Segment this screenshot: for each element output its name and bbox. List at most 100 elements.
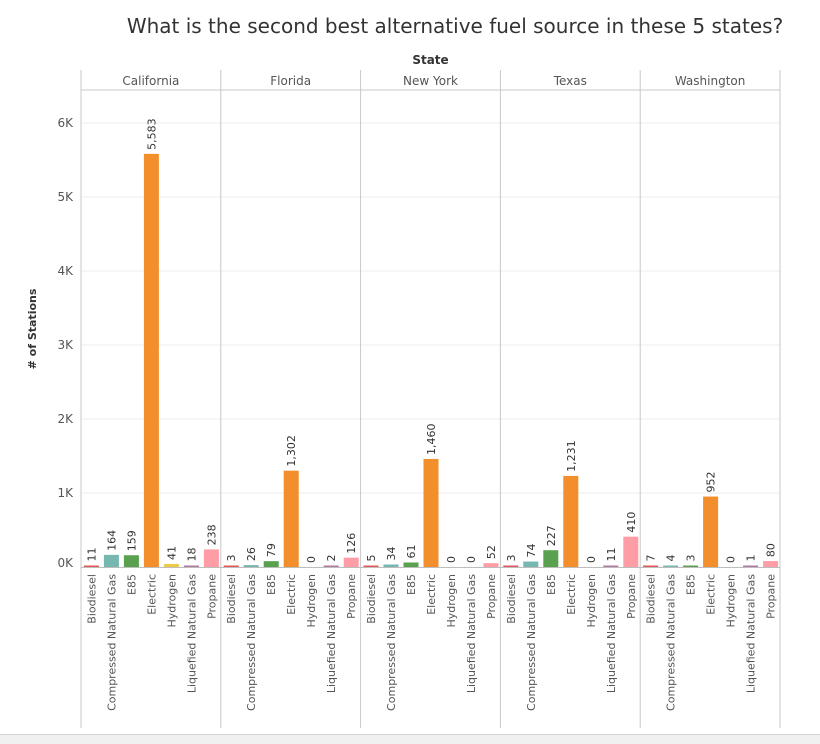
panel-header-florida: Florida: [270, 74, 311, 88]
x-tick-label: Compressed Natural Gas: [385, 574, 398, 711]
data-label: 74: [525, 544, 538, 558]
data-label: 0: [445, 556, 458, 563]
x-tick-label: Propane: [205, 574, 218, 619]
y-tick-label: 1K: [57, 486, 74, 500]
x-tick-label: E85: [685, 574, 698, 595]
data-label: 3: [685, 555, 698, 562]
data-label: 11: [605, 548, 618, 562]
column-header: State: [412, 53, 448, 67]
data-label: 0: [305, 556, 318, 563]
data-label: 3: [225, 555, 238, 562]
x-tick-label: Liquefied Natural Gas: [325, 574, 338, 693]
bar-e85: [263, 561, 279, 567]
x-tick-label: Electric: [565, 574, 578, 615]
x-tick-label: Compressed Natural Gas: [245, 574, 258, 711]
bar-hydrogen: [163, 563, 179, 567]
bar-e85: [683, 565, 699, 567]
x-tick-label: E85: [405, 574, 418, 595]
x-tick-label: Propane: [485, 574, 498, 619]
data-label: 80: [765, 543, 778, 557]
x-tick-label: Electric: [705, 574, 718, 615]
data-label: 52: [485, 545, 498, 559]
bottom-scroll-strip: [0, 734, 820, 744]
x-tick-label: Liquefied Natural Gas: [745, 574, 758, 693]
x-tick-label: Propane: [625, 574, 638, 619]
bar-liquefied-natural-gas: [743, 565, 759, 567]
x-tick-label: E85: [545, 574, 558, 595]
data-label: 410: [625, 512, 638, 533]
y-tick-label: 4K: [57, 264, 74, 278]
x-tick-label: Propane: [345, 574, 358, 619]
bar-liquefied-natural-gas: [603, 565, 619, 567]
bar-compressed-natural-gas: [663, 565, 679, 567]
data-label: 61: [405, 544, 418, 558]
data-label: 0: [465, 556, 478, 563]
x-tick-label: Hydrogen: [165, 574, 178, 628]
x-tick-label: Hydrogen: [585, 574, 598, 628]
x-tick-label: Propane: [765, 574, 778, 619]
y-tick-label: 3K: [57, 338, 74, 352]
data-label: 7: [645, 555, 658, 562]
data-label: 3: [505, 555, 518, 562]
data-label: 26: [245, 547, 258, 561]
data-label: 952: [705, 472, 718, 493]
x-tick-label: Compressed Natural Gas: [665, 574, 678, 711]
bar-compressed-natural-gas: [383, 564, 399, 567]
data-label: 126: [345, 533, 358, 554]
bar-e85: [543, 550, 559, 567]
bar-biodiesel: [363, 565, 379, 567]
bar-liquefied-natural-gas: [183, 565, 199, 567]
y-tick-label: 0K: [57, 556, 74, 570]
data-label: 2: [325, 555, 338, 562]
y-tick-label: 2K: [57, 412, 74, 426]
x-tick-label: Electric: [145, 574, 158, 615]
bar-biodiesel: [503, 565, 519, 567]
bar-liquefied-natural-gas: [323, 565, 339, 567]
bar-biodiesel: [83, 565, 99, 567]
bar-propane: [483, 563, 499, 567]
x-tick-label: Biodiesel: [645, 574, 658, 624]
data-label: 18: [185, 548, 198, 562]
data-label: 164: [105, 530, 118, 551]
bar-electric: [283, 470, 299, 567]
bar-e85: [123, 555, 139, 567]
bar-compressed-natural-gas: [103, 554, 119, 567]
x-tick-label: E85: [265, 574, 278, 595]
data-label: 159: [125, 530, 138, 551]
x-tick-label: Hydrogen: [445, 574, 458, 628]
data-label: 1: [745, 555, 758, 562]
bar-compressed-natural-gas: [523, 561, 539, 567]
x-tick-label: Hydrogen: [305, 574, 318, 628]
x-tick-label: Compressed Natural Gas: [525, 574, 538, 711]
x-tick-label: Biodiesel: [225, 574, 238, 624]
y-axis-title: # of Stations: [26, 288, 39, 369]
data-label: 1,302: [285, 435, 298, 467]
bar-propane: [763, 561, 779, 567]
x-tick-label: Biodiesel: [85, 574, 98, 624]
x-tick-label: Liquefied Natural Gas: [465, 574, 478, 693]
bar-biodiesel: [223, 565, 239, 567]
data-label: 5,583: [145, 118, 158, 150]
bar-propane: [343, 557, 359, 567]
x-tick-label: Electric: [285, 574, 298, 615]
data-label: 41: [165, 546, 178, 560]
data-label: 1,231: [565, 440, 578, 472]
data-label: 238: [205, 524, 218, 545]
chart-title: What is the second best alternative fuel…: [126, 14, 784, 38]
data-label: 79: [265, 543, 278, 557]
x-tick-label: Liquefied Natural Gas: [185, 574, 198, 693]
x-tick-label: Biodiesel: [365, 574, 378, 624]
bar-electric: [563, 475, 579, 567]
data-label: 1,460: [425, 423, 438, 455]
panel-header-new-york: New York: [403, 74, 458, 88]
y-tick-label: 6K: [57, 116, 74, 130]
bar-compressed-natural-gas: [243, 565, 259, 567]
bar-biodiesel: [643, 565, 659, 567]
data-label: 4: [665, 555, 678, 562]
bar-electric: [423, 458, 439, 567]
y-tick-label: 5K: [57, 190, 74, 204]
data-label: 5: [365, 555, 378, 562]
panel-header-texas: Texas: [553, 74, 587, 88]
